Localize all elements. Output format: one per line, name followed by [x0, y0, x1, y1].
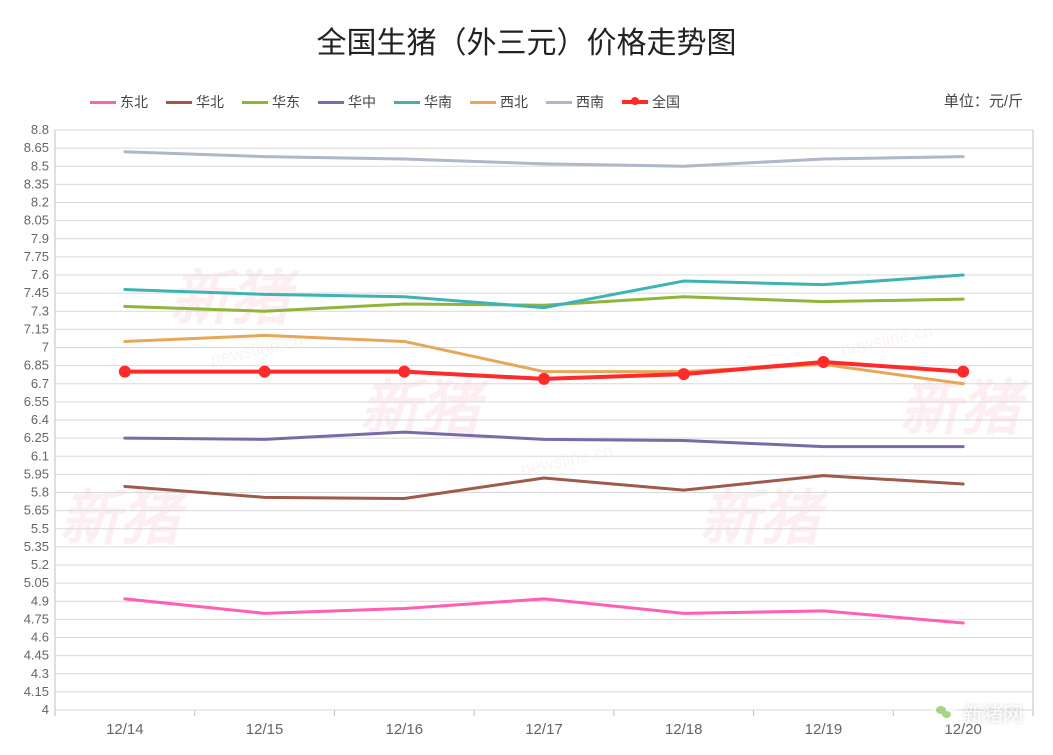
svg-text:7.15: 7.15 — [24, 321, 49, 336]
svg-text:5.35: 5.35 — [24, 539, 49, 554]
svg-text:6.1: 6.1 — [31, 448, 49, 463]
svg-text:8.5: 8.5 — [31, 158, 49, 173]
svg-text:7.6: 7.6 — [31, 267, 49, 282]
svg-text:8.35: 8.35 — [24, 176, 49, 191]
svg-text:5.65: 5.65 — [24, 503, 49, 518]
svg-text:4.3: 4.3 — [31, 666, 49, 681]
svg-text:5.95: 5.95 — [24, 466, 49, 481]
svg-text:6.85: 6.85 — [24, 358, 49, 373]
svg-text:4.15: 4.15 — [24, 684, 49, 699]
svg-text:12/19: 12/19 — [805, 721, 843, 738]
svg-text:5.8: 5.8 — [31, 485, 49, 500]
svg-text:12/14: 12/14 — [106, 721, 144, 738]
svg-text:5.05: 5.05 — [24, 575, 49, 590]
wechat-icon — [931, 700, 957, 726]
chart-container: 新猪 新猪 新猪 新猪 新猪 newsline.cn newsline.cn n… — [0, 0, 1053, 755]
svg-text:12/15: 12/15 — [246, 721, 284, 738]
svg-text:7.75: 7.75 — [24, 249, 49, 264]
svg-text:4.6: 4.6 — [31, 630, 49, 645]
svg-text:4.9: 4.9 — [31, 593, 49, 608]
svg-text:12/17: 12/17 — [525, 721, 563, 738]
svg-text:4: 4 — [42, 702, 49, 717]
svg-text:8.65: 8.65 — [24, 140, 49, 155]
svg-text:7: 7 — [42, 340, 49, 355]
svg-text:7.9: 7.9 — [31, 231, 49, 246]
line-chart: 4 4.15 4.3 4.45 4.6 4.75 4.9 5.05 5.2 5.35 5.5 5.65… — [0, 0, 1053, 755]
svg-text:8.8: 8.8 — [31, 122, 49, 137]
svg-text:8.05: 8.05 — [24, 213, 49, 228]
svg-text:12/18: 12/18 — [665, 721, 703, 738]
svg-text:6.55: 6.55 — [24, 394, 49, 409]
svg-text:6.7: 6.7 — [31, 376, 49, 391]
svg-text:7.45: 7.45 — [24, 285, 49, 300]
svg-text:5.5: 5.5 — [31, 521, 49, 536]
svg-text:4.45: 4.45 — [24, 648, 49, 663]
svg-text:6.25: 6.25 — [24, 430, 49, 445]
svg-text:8.2: 8.2 — [31, 195, 49, 210]
svg-text:7.3: 7.3 — [31, 303, 49, 318]
svg-text:6.4: 6.4 — [31, 412, 49, 427]
svg-text:4.75: 4.75 — [24, 611, 49, 626]
wechat-badge: 新猪网 — [931, 698, 1023, 727]
wechat-badge-text: 新猪网 — [963, 698, 1023, 727]
svg-text:12/16: 12/16 — [386, 721, 424, 738]
svg-text:5.2: 5.2 — [31, 557, 49, 572]
